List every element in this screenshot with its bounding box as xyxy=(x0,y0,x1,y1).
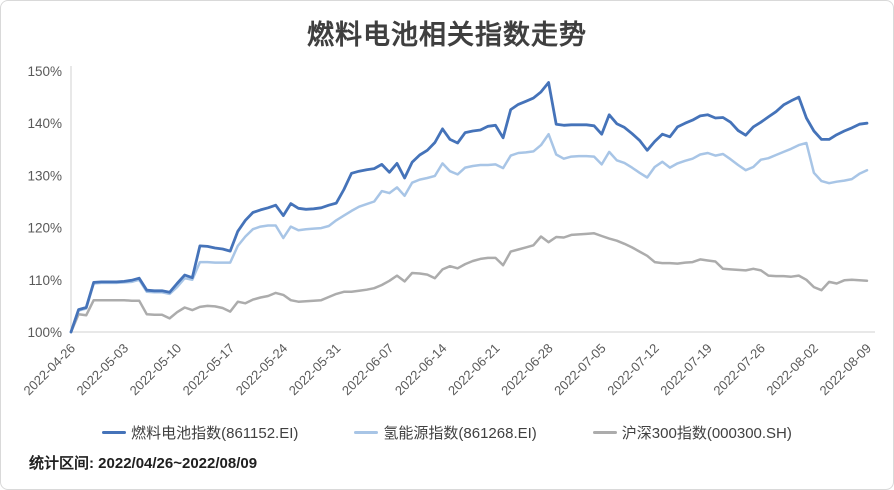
x-tick-label: 2022-05-10 xyxy=(127,341,185,399)
stat-range-text: 统计区间: 2022/04/26~2022/08/09 xyxy=(29,455,258,472)
x-tick-label: 2022-06-21 xyxy=(445,341,503,399)
x-tick-label: 2022-06-07 xyxy=(339,341,397,399)
y-tick-label: 140% xyxy=(27,116,62,131)
x-tick-label: 2022-07-12 xyxy=(604,341,662,399)
x-tick-label: 2022-08-09 xyxy=(816,341,874,399)
legend-item-hydrogen-index: 氢能源指数(861268.EI) xyxy=(354,422,537,443)
x-tick-label: 2022-04-26 xyxy=(20,341,78,399)
x-tick-label: 2022-05-03 xyxy=(74,341,132,399)
x-tick-label: 2022-06-28 xyxy=(498,341,556,399)
y-tick-label: 130% xyxy=(27,168,62,183)
legend-label: 燃料电池指数(861152.EI) xyxy=(131,425,299,442)
legend-item-csi300-index: 沪深300指数(000300.SH) xyxy=(592,422,792,443)
x-tick-label: 2022-05-31 xyxy=(286,341,344,399)
y-tick-label: 120% xyxy=(27,221,62,236)
series-line xyxy=(69,81,869,334)
x-tick-label: 2022-05-24 xyxy=(233,341,291,399)
y-tick-label: 150% xyxy=(27,64,62,79)
x-tick-label: 2022-07-19 xyxy=(657,341,715,399)
fuel-cell-index-line-swatch-icon xyxy=(102,431,127,434)
legend-label: 沪深300指数(000300.SH) xyxy=(621,425,792,442)
x-tick-label: 2022-08-02 xyxy=(763,341,821,399)
x-tick-label: 2022-06-14 xyxy=(392,341,450,399)
legend: 燃料电池指数(861152.EI) 氢能源指数(861268.EI) 沪深300… xyxy=(1,422,893,443)
series-line xyxy=(69,132,869,334)
legend-item-fuel-cell-index: 燃料电池指数(861152.EI) xyxy=(102,422,298,443)
x-tick-label: 2022-05-17 xyxy=(180,341,238,399)
x-tick-label: 2022-07-05 xyxy=(551,341,609,399)
legend-label: 氢能源指数(861268.EI) xyxy=(383,425,537,442)
csi300-index-line-swatch-icon xyxy=(592,431,617,434)
series-line xyxy=(69,232,869,334)
hydrogen-index-line-swatch-icon xyxy=(354,431,379,434)
x-tick-label: 2022-07-26 xyxy=(710,341,768,399)
y-tick-label: 110% xyxy=(28,273,62,288)
y-tick-label: 100% xyxy=(27,325,62,340)
chart-title: 燃料电池相关指数走势 xyxy=(307,20,587,50)
